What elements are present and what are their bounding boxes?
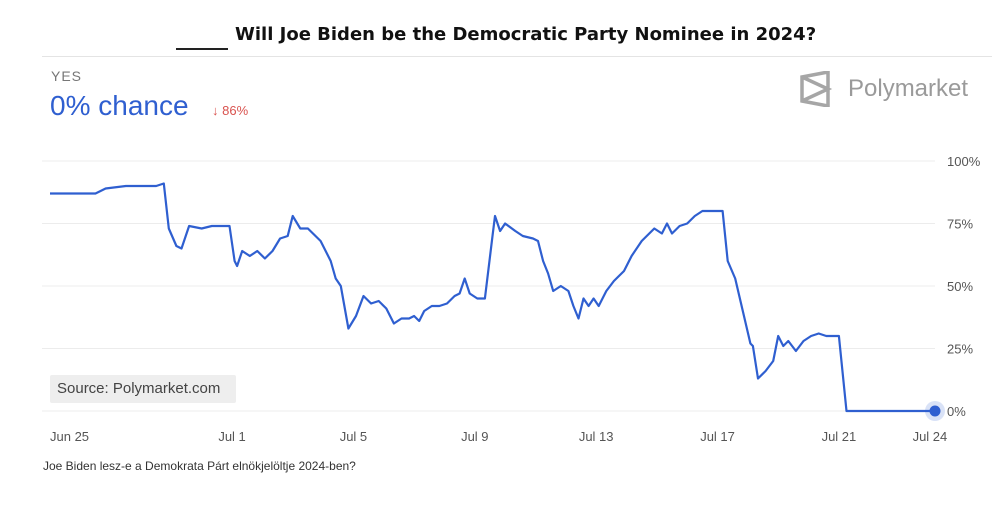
outcome-label: YES [51, 68, 83, 84]
x-tick-label: Jul 17 [700, 429, 735, 444]
chance-value: 0% chance [50, 90, 189, 121]
polymarket-brand: Polymarket [798, 71, 968, 107]
x-tick-label: Jun 25 [50, 429, 89, 444]
title-underline [176, 48, 228, 50]
y-tick-label: 0% [947, 404, 966, 419]
y-axis-ticks: 100% 75% 50% 25% 0% [947, 154, 981, 419]
x-tick-label: Jul 1 [218, 429, 245, 444]
source-badge: Source: Polymarket.com [50, 375, 236, 403]
x-tick-label: Jul 21 [822, 429, 857, 444]
chart-grid [42, 160, 935, 412]
caption-text: Joe Biden lesz-e a Demokrata Párt elnökj… [43, 459, 356, 473]
x-tick-label: Jul 24 [913, 429, 948, 444]
y-tick-label: 100% [947, 154, 981, 169]
header-divider [42, 56, 992, 57]
x-axis-ticks: Jun 25 Jul 1 Jul 5 Jul 9 Jul 13 Jul 17 Jul 21 J… [50, 429, 947, 444]
page-title: Will Joe Biden be the Democratic Party N… [235, 24, 817, 45]
source-text: Source: Polymarket.com [57, 380, 221, 397]
brand-name: Polymarket [848, 75, 969, 102]
y-tick-label: 50% [947, 279, 973, 294]
chance-delta: ↓ 86% [212, 103, 249, 118]
end-point-marker[interactable] [929, 405, 941, 417]
x-tick-label: Jul 5 [340, 429, 367, 444]
x-tick-label: Jul 13 [579, 429, 614, 444]
y-tick-label: 25% [947, 342, 973, 357]
series-line [50, 182, 935, 413]
y-tick-label: 75% [947, 217, 973, 232]
polymarket-logo-icon [800, 71, 833, 107]
x-tick-label: Jul 9 [461, 429, 488, 444]
